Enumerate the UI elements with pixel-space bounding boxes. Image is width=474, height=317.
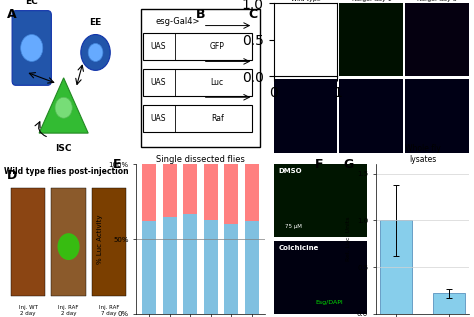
Polygon shape: [39, 78, 88, 133]
Y-axis label: % Luc Activity: % Luc Activity: [97, 214, 103, 264]
Text: Raf: Raf: [211, 114, 224, 123]
Text: F: F: [315, 158, 324, 171]
Text: Inj. RAF
2 day: Inj. RAF 2 day: [58, 305, 79, 316]
Title: Single dissected flies: Single dissected flies: [156, 155, 245, 164]
Bar: [142, 165, 156, 221]
FancyBboxPatch shape: [11, 188, 45, 296]
FancyBboxPatch shape: [92, 188, 126, 296]
Text: Wild type: Wild type: [291, 0, 320, 2]
Text: Inj. RAF
7 day: Inj. RAF 7 day: [99, 305, 119, 316]
Text: UAS: UAS: [150, 78, 166, 87]
Text: Colchicine: Colchicine: [278, 245, 319, 251]
Bar: [380, 221, 412, 314]
Bar: [433, 293, 465, 314]
Bar: [142, 221, 156, 314]
Text: G: G: [343, 158, 353, 171]
Text: esg-Gal4>: esg-Gal4>: [155, 16, 200, 26]
Text: C: C: [249, 8, 258, 21]
Circle shape: [81, 35, 110, 70]
Text: DMSO: DMSO: [278, 168, 302, 174]
Text: Rafgof day 1: Rafgof day 1: [352, 0, 391, 2]
FancyBboxPatch shape: [143, 69, 252, 96]
FancyBboxPatch shape: [143, 105, 252, 132]
Text: UAS: UAS: [150, 114, 166, 123]
Bar: [183, 165, 197, 214]
Bar: [224, 224, 238, 314]
FancyBboxPatch shape: [51, 188, 86, 296]
Bar: [163, 165, 177, 217]
Bar: [203, 220, 218, 314]
FancyBboxPatch shape: [141, 9, 260, 146]
Text: ISC: ISC: [55, 144, 72, 152]
Y-axis label: Rel. Luc. Units: Rel. Luc. Units: [346, 217, 351, 262]
Text: E: E: [113, 158, 121, 171]
Text: UAS: UAS: [150, 42, 166, 51]
Text: D: D: [7, 169, 18, 182]
Circle shape: [55, 97, 72, 118]
Circle shape: [21, 35, 43, 61]
Text: A: A: [7, 8, 17, 21]
Bar: [245, 221, 259, 314]
Text: GFP: GFP: [210, 42, 225, 51]
Bar: [203, 165, 218, 220]
Bar: [224, 165, 238, 224]
Text: EE: EE: [90, 18, 101, 27]
Text: Esg/DAPI: Esg/DAPI: [316, 300, 343, 305]
Text: Inj. WT
2 day: Inj. WT 2 day: [18, 305, 37, 316]
Title: Whole fly
lysates: Whole fly lysates: [405, 144, 440, 164]
Text: EC: EC: [26, 0, 38, 6]
Text: Wild type flies post-injection: Wild type flies post-injection: [4, 167, 128, 177]
Bar: [245, 165, 259, 221]
Bar: [163, 217, 177, 314]
Circle shape: [88, 43, 103, 61]
FancyBboxPatch shape: [12, 11, 51, 85]
Text: Rafgof day 3: Rafgof day 3: [418, 0, 457, 2]
Text: Luc: Luc: [210, 78, 224, 87]
Text: B: B: [196, 8, 205, 21]
Text: 75 μM: 75 μM: [285, 223, 301, 229]
Bar: [183, 214, 197, 314]
Circle shape: [57, 233, 80, 260]
FancyBboxPatch shape: [143, 33, 252, 60]
